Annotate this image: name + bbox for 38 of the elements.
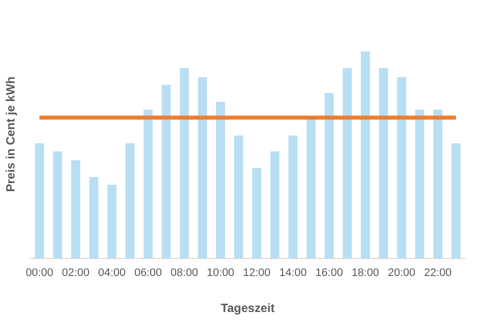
bar [360,51,370,258]
bar [180,68,189,258]
x-tick-label: 10:00 [206,267,234,280]
bar [324,93,334,258]
x-tick-label: 22:00 [424,267,452,280]
bar [306,118,316,258]
bar [415,110,424,258]
x-tick-label: 14:00 [279,267,307,280]
x-axis-title: Tageszeit [220,301,275,316]
x-tick-label: 20:00 [388,267,416,280]
bar [162,84,171,258]
bar [270,151,280,258]
bar [144,110,153,258]
bar [107,184,116,258]
bar [451,143,460,258]
x-tick-label: 02:00 [62,267,90,280]
x-tick-label: 04:00 [98,267,126,280]
bar [216,102,226,258]
bar [89,177,98,258]
bar [71,160,80,258]
bar [125,143,135,258]
bar [53,151,62,258]
bar [34,143,44,258]
x-tick-label: 06:00 [134,267,162,280]
bar [288,135,298,258]
x-tick-label: 12:00 [242,267,271,280]
x-tick-label: 16:00 [315,267,343,280]
y-axis-title: Preis in Cent je kWh [4,76,18,192]
bar [433,110,442,258]
x-tick-label: 08:00 [170,267,198,280]
bar [198,77,207,258]
bar [234,135,244,258]
x-tick-label: 18:00 [352,267,380,280]
bar [342,68,352,258]
bar [378,68,388,258]
bar [397,77,406,258]
x-tick-label: 00:00 [26,267,54,280]
bar [252,168,262,258]
